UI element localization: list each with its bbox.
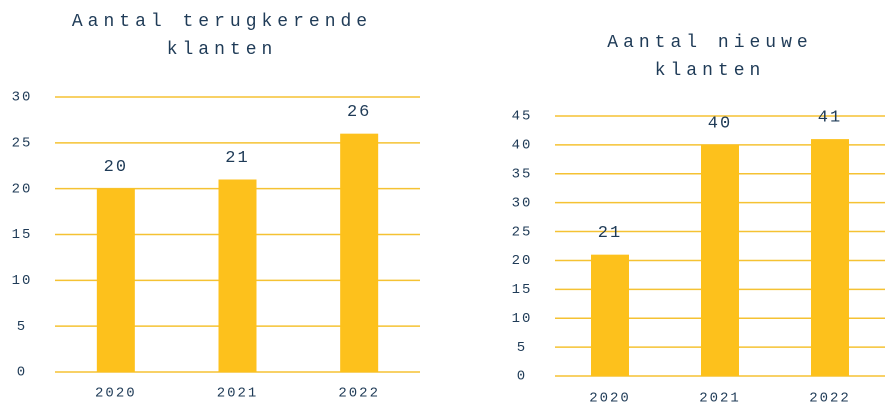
x-tick-label: 2022 bbox=[338, 386, 380, 402]
x-tick-label: 2021 bbox=[217, 386, 259, 402]
data-label: 20 bbox=[104, 158, 128, 177]
y-tick-label: 0 bbox=[17, 365, 27, 381]
y-tick-label: 10 bbox=[12, 273, 33, 289]
y-tick-label: 10 bbox=[512, 311, 533, 327]
bar bbox=[340, 133, 379, 372]
bar bbox=[811, 139, 849, 376]
y-tick-label: 15 bbox=[12, 227, 33, 243]
data-label: 26 bbox=[347, 103, 371, 122]
y-tick-label: 25 bbox=[12, 136, 33, 152]
y-tick-label: 30 bbox=[512, 195, 533, 211]
y-tick-label: 35 bbox=[512, 166, 533, 182]
y-tick-label: 0 bbox=[517, 369, 527, 385]
x-tick-label: 2020 bbox=[589, 391, 631, 407]
x-tick-label: 2022 bbox=[809, 391, 851, 407]
data-label: 21 bbox=[225, 149, 249, 168]
y-tick-label: 20 bbox=[512, 253, 533, 269]
y-tick-label: 40 bbox=[512, 138, 533, 154]
chart-title: Aantal nieuwe klanten bbox=[607, 33, 813, 81]
chart-title: Aantal terugkerende klanten bbox=[71, 12, 373, 60]
data-label: 21 bbox=[598, 224, 622, 243]
x-tick-label: 2021 bbox=[699, 391, 741, 407]
x-tick-label: 2020 bbox=[95, 386, 137, 402]
data-label: 40 bbox=[708, 114, 732, 133]
bar bbox=[218, 179, 257, 372]
bar bbox=[591, 254, 629, 376]
y-tick-label: 25 bbox=[512, 224, 533, 240]
y-tick-label: 45 bbox=[512, 109, 533, 125]
data-label: 41 bbox=[818, 109, 842, 128]
y-tick-label: 30 bbox=[12, 90, 33, 106]
y-tick-label: 5 bbox=[17, 319, 27, 335]
y-tick-label: 20 bbox=[12, 181, 33, 197]
y-tick-label: 15 bbox=[512, 282, 533, 298]
bar bbox=[701, 144, 739, 376]
y-tick-label: 5 bbox=[517, 340, 527, 356]
bar bbox=[96, 188, 135, 372]
